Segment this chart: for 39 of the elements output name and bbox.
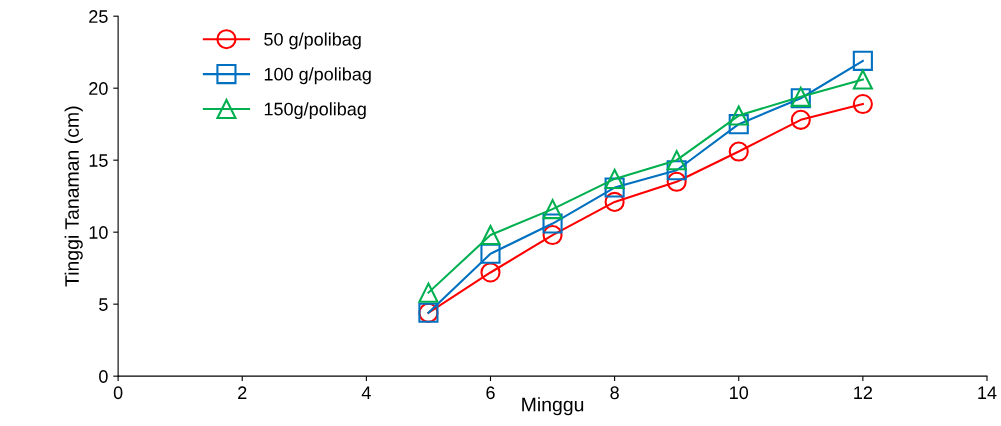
point [604,177,625,198]
y-tick-label: 5 [99,298,108,311]
y-axis-title: Tinggi Tanaman (cm) [64,106,83,287]
x-tick-label: 0 [113,386,123,400]
legend-label: 150g/polibag [264,102,366,120]
point [666,171,687,192]
y-tick-label: 25 [89,10,108,23]
y-tick-label: 0 [99,370,108,383]
y-tick-label: 20 [89,82,108,95]
point [480,243,501,264]
point [728,114,749,135]
point [480,262,501,283]
point [542,213,563,234]
x-tick-label: 4 [361,386,371,399]
x-tick-label: 12 [854,386,872,399]
x-tick-label: 10 [730,386,749,400]
point [542,199,563,220]
point [666,160,687,181]
point [852,93,873,115]
point [728,105,749,126]
point [728,141,749,162]
x-axis-title: Minggu [522,397,584,416]
point [604,191,625,212]
x-tick-label: 6 [486,386,495,400]
point [852,50,873,71]
x-tick-label: 8 [610,386,619,400]
point [790,109,811,130]
point [542,224,563,246]
y-tick-label: 10 [89,226,108,239]
point [480,224,501,246]
point [418,282,439,303]
point [852,69,873,90]
x-tick-label: 14 [978,386,997,399]
y-tick-label: 15 [89,154,108,167]
point [604,168,625,189]
legend-label: 100 g/polibag [264,67,371,85]
legend-label: 50 g/polibag [264,32,361,50]
point [666,150,687,171]
x-tick-label: 2 [238,386,247,399]
